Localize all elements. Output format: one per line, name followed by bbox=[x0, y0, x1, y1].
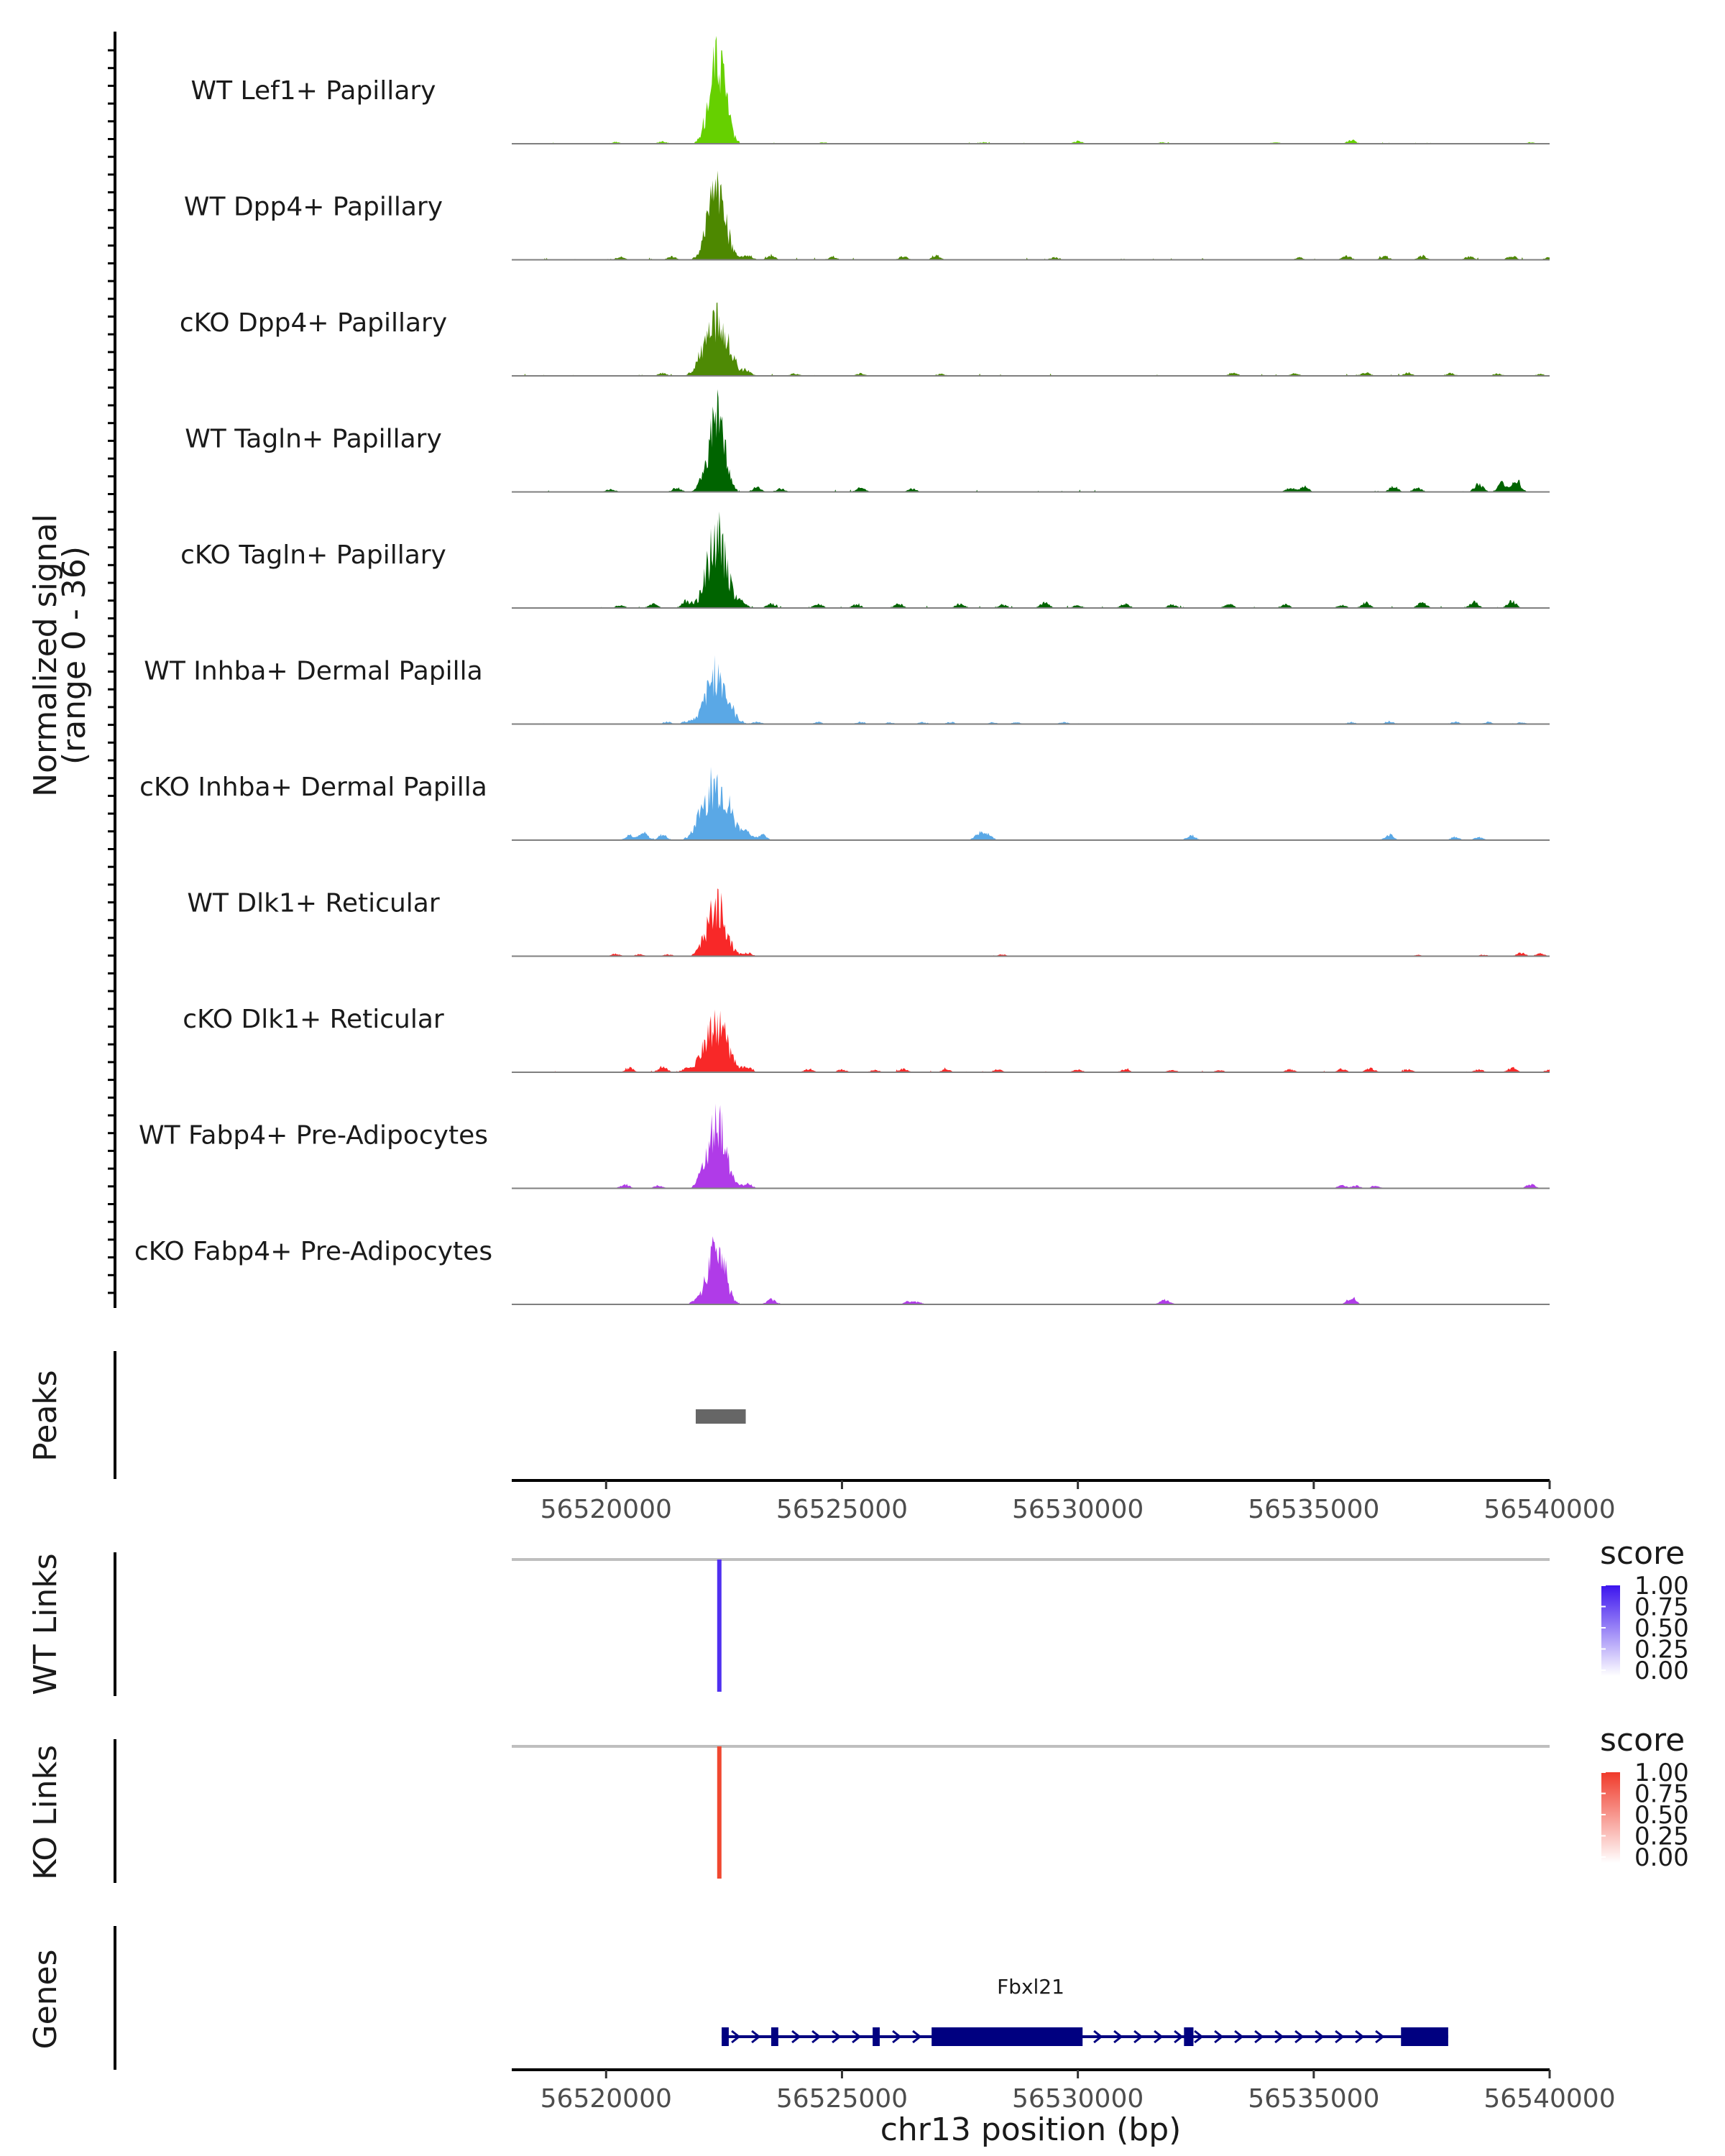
legend-tick-label: 0.00 bbox=[1634, 1843, 1689, 1872]
coverage-ylabel-line1: Normalized signal bbox=[27, 514, 64, 797]
peaks-label: Peaks bbox=[27, 1370, 64, 1461]
score-legends: score1.000.750.500.250.00score1.000.750.… bbox=[1600, 1535, 1689, 1872]
peak-region bbox=[695, 1409, 746, 1424]
x-axis-upper: 56520000 56525000 56530000 56535000 56540000 bbox=[512, 1479, 1616, 1524]
strand-chevron bbox=[1093, 2030, 1103, 2044]
x-axis-lower: 56520000 56525000 56530000 56535000 56540000 bbox=[512, 2068, 1616, 2114]
strand-chevron bbox=[1234, 2030, 1244, 2044]
strand-chevron bbox=[1154, 2030, 1164, 2044]
strand-chevron bbox=[912, 2030, 922, 2044]
coverage-axis bbox=[108, 32, 116, 1308]
x-tick-label: 56540000 bbox=[1484, 2084, 1615, 2114]
strand-chevron bbox=[1174, 2030, 1184, 2044]
coverage-area bbox=[512, 767, 1550, 840]
gene-exon bbox=[873, 2027, 880, 2046]
genes-track: Fbxl21 bbox=[722, 1975, 1448, 2046]
strand-chevron bbox=[892, 2030, 902, 2044]
legend-tick-label: 1.00 bbox=[1634, 1572, 1689, 1600]
strand-chevron bbox=[751, 2030, 761, 2044]
legend-tick-label: 0.75 bbox=[1634, 1593, 1689, 1622]
coverage-ylabel-line2: (range 0 - 36) bbox=[56, 546, 93, 765]
wt-links-label: WT Links bbox=[27, 1553, 64, 1695]
track-label: cKO Fabp4+ Pre-Adipocytes bbox=[134, 1237, 492, 1266]
track-label: WT Dlk1+ Reticular bbox=[187, 889, 439, 918]
x-tick-label: 56530000 bbox=[1012, 2084, 1144, 2114]
x-tick-label: 56535000 bbox=[1248, 2084, 1379, 2114]
peaks-track bbox=[695, 1409, 746, 1424]
strand-chevron bbox=[1375, 2030, 1385, 2044]
legend-title: score bbox=[1600, 1535, 1685, 1572]
track-label: cKO Inhba+ Dermal Papilla bbox=[139, 773, 487, 802]
x-tick-label: 56530000 bbox=[1012, 1495, 1144, 1524]
coverage-area bbox=[512, 170, 1550, 260]
strand-chevron bbox=[832, 2030, 842, 2044]
strand-chevron bbox=[1113, 2030, 1123, 2044]
strand-chevron bbox=[1274, 2030, 1284, 2044]
track-label: WT Dpp4+ Papillary bbox=[184, 193, 443, 222]
coverage-area bbox=[512, 888, 1550, 957]
x-tick-label: 56520000 bbox=[540, 2084, 672, 2114]
strand-chevron bbox=[1315, 2030, 1325, 2044]
legend-tick-label: 0.00 bbox=[1634, 1657, 1689, 1685]
strand-chevron bbox=[1335, 2030, 1345, 2044]
x-tick-label: 56520000 bbox=[540, 1495, 672, 1524]
gene-exon bbox=[722, 2027, 729, 2046]
coverage-area bbox=[512, 302, 1550, 376]
strand-chevron bbox=[1214, 2030, 1224, 2044]
track-label: WT Inhba+ Dermal Papilla bbox=[144, 657, 482, 686]
track-label: WT Tagln+ Papillary bbox=[185, 425, 442, 454]
coverage-area bbox=[512, 1009, 1550, 1072]
legend-tick-label: 0.25 bbox=[1634, 1823, 1689, 1851]
track-label: WT Fabp4+ Pre-Adipocytes bbox=[139, 1121, 488, 1151]
legend-colorbar bbox=[1601, 1585, 1620, 1676]
strand-chevron bbox=[1133, 2030, 1144, 2044]
track-label: cKO Tagln+ Papillary bbox=[180, 540, 446, 570]
track-label: WT Lef1+ Papillary bbox=[191, 76, 436, 106]
x-tick-label: 56535000 bbox=[1248, 1495, 1379, 1524]
ko-links-label: KO Links bbox=[27, 1745, 64, 1880]
strand-chevron bbox=[1194, 2030, 1204, 2044]
gene-exon bbox=[771, 2027, 778, 2046]
legend-title: score bbox=[1600, 1722, 1685, 1759]
legend-colorbar bbox=[1601, 1772, 1620, 1863]
strand-chevron bbox=[731, 2030, 741, 2044]
coverage-area bbox=[512, 36, 1550, 144]
strand-chevron bbox=[852, 2030, 862, 2044]
x-axis-title: chr13 position (bp) bbox=[880, 2111, 1182, 2148]
x-tick-label: 56540000 bbox=[1484, 1495, 1615, 1524]
coverage-tracks: WT Lef1+ Papillary WT Dpp4+ Papillary cKO … bbox=[134, 36, 1550, 1305]
gene-exon bbox=[932, 2027, 1083, 2046]
track-label: cKO Dpp4+ Papillary bbox=[180, 308, 447, 338]
links-tracks bbox=[512, 1558, 1550, 1879]
legend-tick-label: 0.50 bbox=[1634, 1801, 1689, 1830]
coverage-area bbox=[512, 1103, 1550, 1189]
coverage-area bbox=[512, 655, 1550, 724]
legend-tick-label: 0.75 bbox=[1634, 1780, 1689, 1809]
gene-exon bbox=[1184, 2027, 1194, 2046]
coverage-area bbox=[512, 389, 1550, 492]
coverage-area bbox=[512, 511, 1550, 608]
x-tick-label: 56525000 bbox=[776, 1495, 908, 1524]
strand-chevron bbox=[1254, 2030, 1264, 2044]
strand-chevron bbox=[1294, 2030, 1305, 2044]
gene-name-label: Fbxl21 bbox=[997, 1975, 1064, 1999]
legend-tick-label: 0.50 bbox=[1634, 1614, 1689, 1643]
legend-tick-label: 1.00 bbox=[1634, 1759, 1689, 1787]
strand-chevron bbox=[791, 2030, 801, 2044]
strand-chevron bbox=[811, 2030, 822, 2044]
legend-tick-label: 0.25 bbox=[1634, 1636, 1689, 1664]
genes-label: Genes bbox=[27, 1949, 64, 2049]
gene-exon bbox=[1401, 2027, 1448, 2046]
strand-chevron bbox=[1355, 2030, 1365, 2044]
x-tick-label: 56525000 bbox=[776, 2084, 908, 2114]
coverage-area bbox=[512, 1236, 1550, 1304]
track-label: cKO Dlk1+ Reticular bbox=[183, 1005, 444, 1034]
